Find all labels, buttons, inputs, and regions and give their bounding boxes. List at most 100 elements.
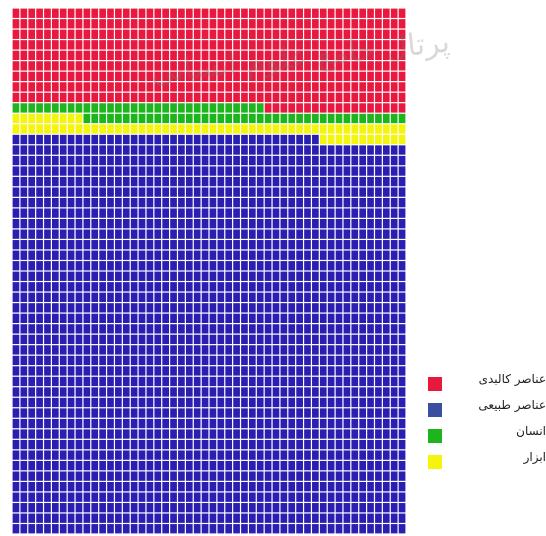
waffle-cell-natural [91, 524, 99, 534]
waffle-cell-natural [225, 513, 233, 523]
waffle-cell-natural [178, 197, 185, 208]
waffle-cell-natural [382, 292, 390, 302]
waffle-cell-human [367, 113, 374, 124]
waffle-cell-natural [201, 460, 209, 471]
waffle-cell-natural [327, 429, 335, 439]
waffle-cell-natural [154, 334, 162, 345]
waffle-cell-natural [83, 145, 91, 155]
waffle-cell-natural [398, 292, 406, 302]
waffle-cell-natural [382, 334, 390, 345]
waffle-cell-natural [115, 397, 122, 408]
waffle-cell-natural [75, 261, 83, 271]
waffle-cell-physical [122, 82, 130, 92]
waffle-cell-natural [99, 429, 106, 439]
waffle-cell-natural [28, 460, 36, 471]
waffle-cell-physical [249, 61, 256, 71]
waffle-cell-physical [280, 103, 288, 113]
waffle-cell-natural [249, 376, 256, 387]
waffle-cell-natural [272, 482, 280, 492]
waffle-cell-tools [59, 113, 67, 124]
waffle-cell-natural [264, 482, 272, 492]
waffle-cell-physical [264, 50, 272, 60]
waffle-cell-natural [296, 345, 303, 355]
waffle-cell-natural [209, 155, 217, 166]
waffle-cell-natural [375, 229, 382, 239]
waffle-cell-natural [20, 376, 28, 387]
waffle-cell-natural [59, 197, 67, 208]
waffle-cell-natural [75, 460, 83, 471]
waffle-cell-natural [36, 503, 43, 513]
waffle-cell-natural [296, 387, 303, 397]
waffle-cell-natural [249, 492, 256, 502]
waffle-cell-natural [170, 524, 177, 534]
waffle-cell-tools [351, 124, 359, 134]
waffle-cell-natural [59, 513, 67, 523]
waffle-cell-natural [375, 208, 382, 218]
waffle-cell-natural [170, 439, 177, 450]
waffle-cell-physical [304, 71, 311, 82]
waffle-cell-natural [304, 397, 311, 408]
waffle-cell-natural [280, 271, 288, 281]
waffle-cell-natural [225, 355, 233, 366]
waffle-cell-natural [36, 355, 43, 366]
waffle-cell-physical [343, 71, 351, 82]
waffle-cell-physical [67, 82, 75, 92]
waffle-cell-natural [178, 345, 185, 355]
waffle-cell-natural [359, 145, 366, 155]
waffle-cell-natural [185, 439, 193, 450]
waffle-cell-natural [249, 166, 256, 176]
waffle-cell-natural [256, 513, 264, 523]
waffle-cell-natural [52, 355, 59, 366]
waffle-cell-natural [375, 197, 382, 208]
waffle-cell-natural [67, 418, 75, 429]
waffle-cell-tools [367, 134, 374, 145]
waffle-cell-physical [12, 19, 20, 29]
waffle-cell-natural [20, 460, 28, 471]
waffle-cell-natural [296, 261, 303, 271]
waffle-cell-physical [20, 92, 28, 103]
waffle-cell-natural [138, 366, 146, 376]
waffle-cell-physical [83, 8, 91, 18]
waffle-cell-natural [264, 187, 272, 197]
waffle-cell-natural [359, 429, 366, 439]
waffle-cell-natural [44, 366, 51, 376]
waffle-cell-natural [36, 292, 43, 302]
waffle-cell-natural [375, 397, 382, 408]
waffle-cell-natural [138, 471, 146, 481]
waffle-cell-natural [91, 313, 99, 323]
waffle-cell-natural [233, 439, 240, 450]
waffle-cell-natural [12, 261, 20, 271]
waffle-cell-natural [217, 408, 225, 418]
legend-label-human: انسان [516, 424, 546, 438]
waffle-cell-tools [217, 124, 225, 134]
waffle-cell-natural [272, 292, 280, 302]
waffle-cell-tools [28, 124, 36, 134]
waffle-cell-natural [209, 408, 217, 418]
waffle-cell-natural [12, 176, 20, 187]
waffle-cell-natural [59, 282, 67, 292]
waffle-cell-natural [398, 471, 406, 481]
waffle-cell-natural [185, 250, 193, 260]
waffle-cell-natural [367, 439, 374, 450]
waffle-cell-tools [241, 124, 248, 134]
waffle-cell-natural [115, 155, 122, 166]
waffle-cell-natural [390, 271, 398, 281]
waffle-cell-natural [351, 471, 359, 481]
waffle-cell-tools [185, 124, 193, 134]
waffle-cell-physical [335, 92, 343, 103]
waffle-cell-natural [264, 397, 272, 408]
waffle-cell-natural [256, 155, 264, 166]
waffle-cell-natural [335, 355, 343, 366]
waffle-cell-natural [241, 145, 248, 155]
waffle-cell-natural [351, 418, 359, 429]
waffle-cell-physical [122, 61, 130, 71]
waffle-cell-natural [91, 376, 99, 387]
waffle-cell-natural [264, 387, 272, 397]
waffle-cell-physical [264, 61, 272, 71]
waffle-cell-natural [185, 355, 193, 366]
waffle-cell-natural [99, 524, 106, 534]
waffle-cell-physical [312, 103, 319, 113]
waffle-cell-physical [217, 19, 225, 29]
waffle-cell-natural [335, 303, 343, 313]
waffle-cell-natural [209, 355, 217, 366]
